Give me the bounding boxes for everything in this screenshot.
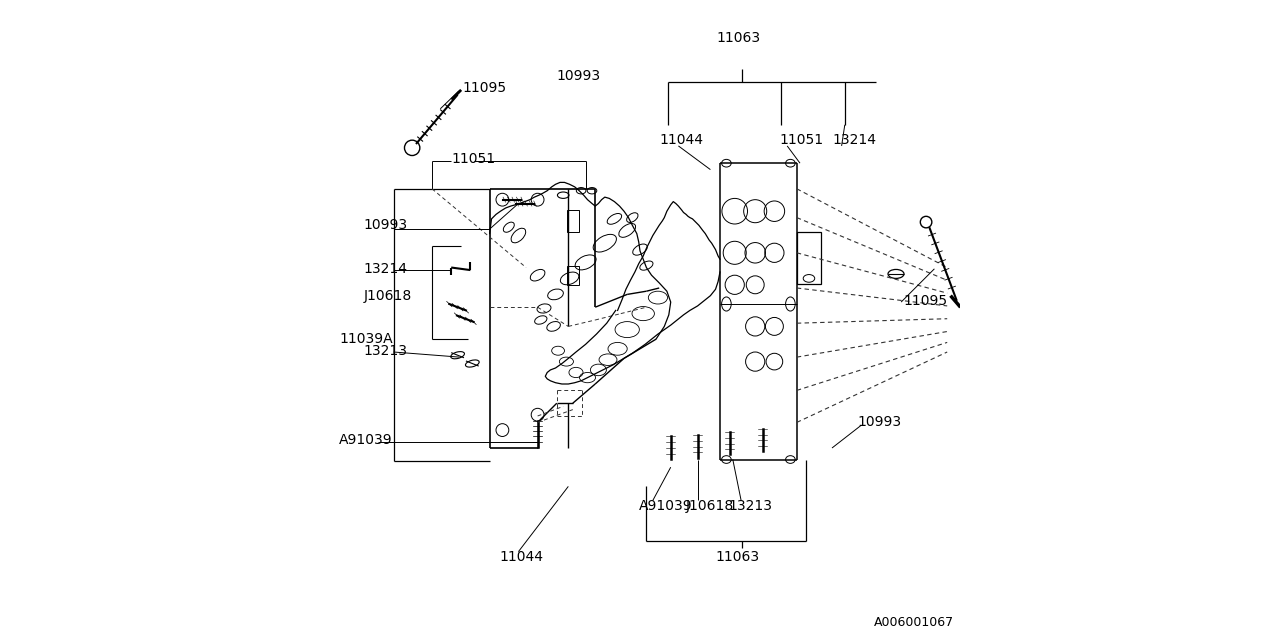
Text: A91039: A91039 (639, 499, 692, 513)
Text: 11063: 11063 (717, 31, 760, 45)
Text: 10993: 10993 (858, 415, 901, 429)
Text: A006001067: A006001067 (873, 616, 954, 628)
Text: 10993: 10993 (364, 218, 407, 232)
Bar (567, 210, 579, 232)
Text: 11039A: 11039A (339, 332, 393, 346)
Bar (796, 232, 822, 284)
Text: 10993: 10993 (557, 68, 600, 83)
Bar (567, 266, 579, 285)
Text: 11095: 11095 (462, 81, 506, 95)
Text: 13213: 13213 (364, 344, 407, 358)
Text: 13214: 13214 (832, 132, 876, 147)
Text: 11063: 11063 (716, 550, 759, 564)
Text: 11051: 11051 (452, 152, 495, 166)
Text: 11044: 11044 (499, 550, 543, 564)
Text: 11044: 11044 (659, 132, 703, 147)
Text: 11095: 11095 (904, 294, 947, 308)
Text: 13214: 13214 (364, 262, 407, 276)
Text: 13213: 13213 (728, 499, 772, 513)
Text: 11051: 11051 (780, 132, 823, 147)
Text: J10618: J10618 (364, 289, 412, 303)
Text: A91039: A91039 (339, 433, 393, 447)
Text: J10618: J10618 (686, 499, 735, 513)
